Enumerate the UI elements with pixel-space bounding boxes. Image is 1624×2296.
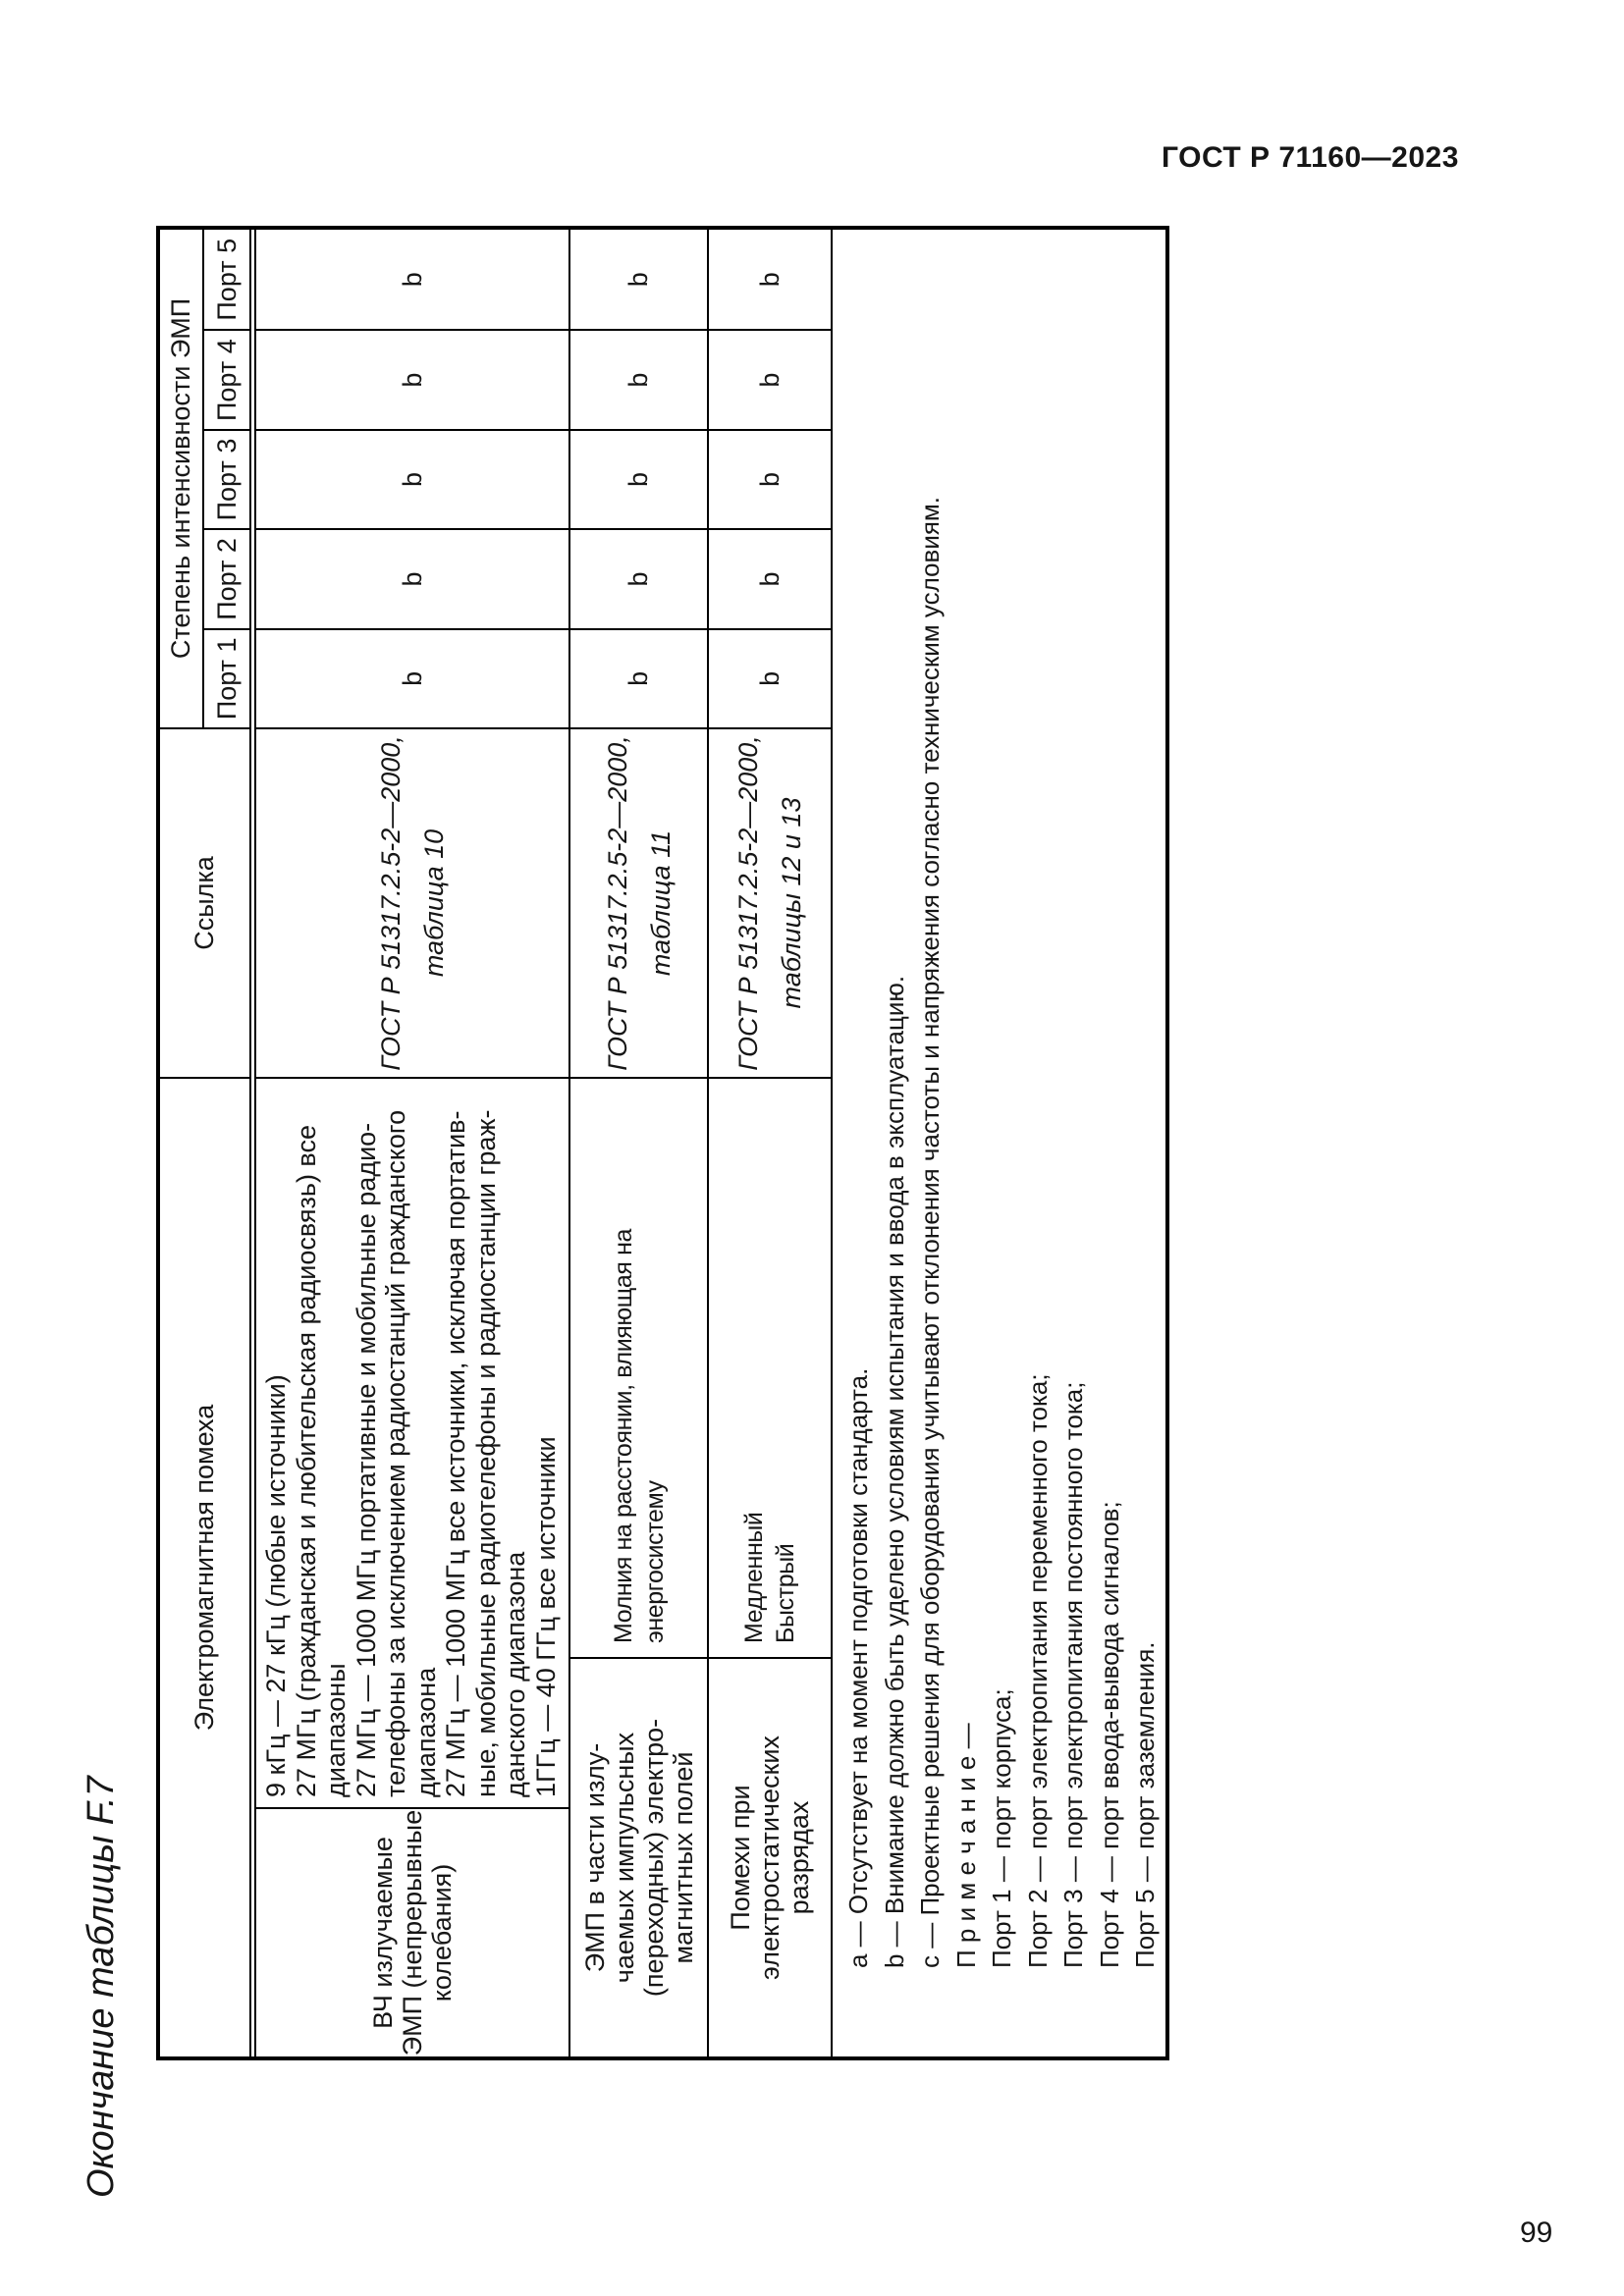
row3-port1-value: b	[709, 627, 831, 727]
footnote-note-label: П р и м е ч а н и е —	[950, 1723, 981, 1968]
row3-reference: ГОСТ Р 51317.2.5-2—2000, таблицы 12 и 13	[709, 727, 831, 1077]
footnote-port-5: Порт 5 — порт заземления.	[1130, 1641, 1160, 1968]
footnote-a: a — Отсутствует на момент подготовки ста…	[843, 1367, 873, 1968]
footnote-port-4: Порт 4 — порт ввода-вывода сигналов;	[1094, 1501, 1124, 1968]
row1-port1-value: b	[256, 627, 568, 727]
col-header-disturbance: Электромагнитная помеха	[160, 1077, 249, 2056]
standard-reference-header: ГОСТ Р 71160—2023	[1162, 141, 1459, 174]
row2-disturbance-description: Молния на расстоянии, влияющая на энерго…	[570, 1077, 707, 1657]
port-header-row: Порт 1 Порт 2 Порт 3 Порт 4 Порт 5	[204, 230, 249, 727]
row1-disturbance-description: 9 кГц — 27 кГц (любые источники) 27 МГц …	[256, 1077, 568, 1807]
rotated-table-inner: Окончание таблицы F.7 Электромагнитная п…	[73, 226, 1169, 2198]
col-header-port-5: Порт 5	[211, 238, 242, 321]
footnote-c: c — Проектные решения для оборудования у…	[915, 496, 945, 1968]
row3-port2-value: b	[709, 528, 831, 628]
row3-port3-value: b	[709, 428, 831, 529]
table-row: Помехи при электростатических разрядах М…	[709, 230, 833, 2056]
row1-reference: ГОСТ Р 51317.2.5-2—2000, таблица 10	[256, 727, 568, 1077]
row1-port2-value: b	[256, 528, 568, 628]
row2-reference: ГОСТ Р 51317.2.5-2—2000, таблица 11	[570, 727, 707, 1077]
col-header-intensity: Степень интенсивности ЭМП	[160, 230, 204, 727]
row2-port1-value: b	[570, 627, 707, 727]
table-caption: Окончание таблицы F.7	[81, 1776, 122, 2198]
footnote-port-2: Порт 2 — порт электропитания переменного…	[1022, 1373, 1053, 1968]
row3-port5-value: b	[754, 272, 785, 288]
row1-port4-value: b	[256, 329, 568, 429]
row1-disturbance-name: ВЧ излучаемые ЭМП (непрерывные колебания…	[256, 1807, 568, 2056]
row1-port3-value: b	[256, 428, 568, 529]
table-row: ВЧ излучаемые ЭМП (непрерывные колебания…	[256, 230, 570, 2056]
row3-disturbance-description: Медленный Быстрый	[709, 1077, 831, 1657]
row2-port2-value: b	[570, 528, 707, 628]
table-footnotes: a — Отсутствует на момент подготовки ста…	[833, 230, 1165, 2056]
row2-port3-value: b	[570, 428, 707, 529]
col-header-port-1: Порт 1	[204, 627, 249, 727]
page-number: 99	[1520, 2216, 1553, 2249]
col-header-port-4: Порт 4	[204, 329, 249, 429]
col-header-reference: Ссылка	[160, 727, 249, 1077]
footnote-port-1: Порт 1 — порт корпуса;	[987, 1688, 1016, 1968]
footnote-port-3: Порт 3 — порт электропитания постоянного…	[1058, 1381, 1088, 1969]
row2-port5-value: b	[623, 272, 653, 288]
table-header-row: Электромагнитная помеха Ссылка Степень и…	[160, 230, 256, 2056]
col-header-intensity-block: Степень интенсивности ЭМП Порт 1 Порт 2 …	[160, 230, 249, 727]
col-header-port-2: Порт 2	[204, 528, 249, 628]
row1-port5-value: b	[397, 272, 427, 288]
row3-disturbance-name: Помехи при электростатических разрядах	[709, 1657, 831, 2056]
row2-port4-value: b	[570, 329, 707, 429]
table-row: ЭМП в части излу- чаемых импульсных (пер…	[570, 230, 709, 2056]
footnote-b: b — Внимание должно быть уделено условия…	[879, 975, 909, 1968]
col-header-port-3: Порт 3	[204, 428, 249, 529]
row2-disturbance-name: ЭМП в части излу- чаемых импульсных (пер…	[570, 1657, 707, 2056]
row3-port4-value: b	[709, 329, 831, 429]
emc-immunity-table: Электромагнитная помеха Ссылка Степень и…	[156, 226, 1169, 2060]
